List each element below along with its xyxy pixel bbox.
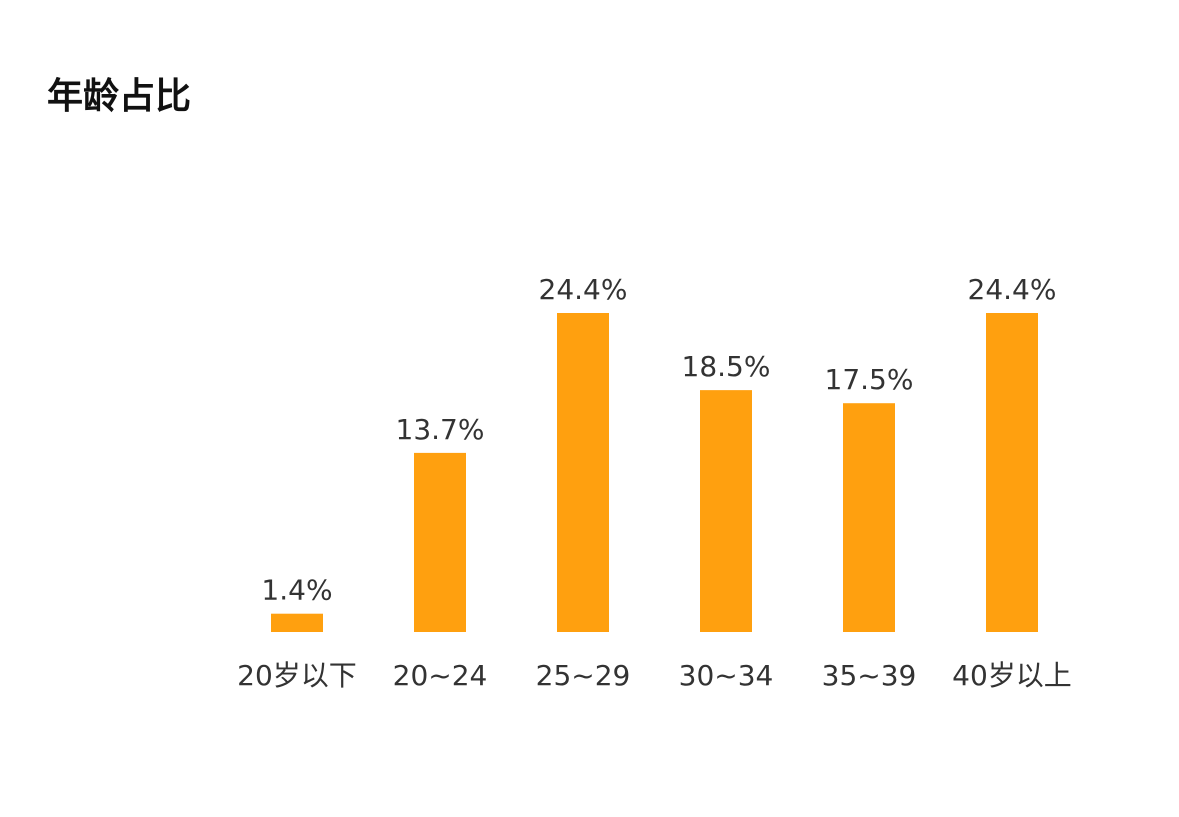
value-label: 24.4% xyxy=(539,273,628,306)
x-tick-label: 35~39 xyxy=(822,659,917,692)
bar xyxy=(414,452,466,632)
value-label: 13.7% xyxy=(396,413,485,446)
x-tick-label: 20岁以下 xyxy=(237,659,357,692)
bar xyxy=(843,403,895,632)
chart-title: 年龄占比 xyxy=(47,76,191,117)
bar xyxy=(557,313,609,632)
x-tick-label: 20~24 xyxy=(393,659,488,692)
x-tick-label: 40岁以上 xyxy=(952,659,1072,692)
value-label: 1.4% xyxy=(261,574,332,607)
x-tick-label: 25~29 xyxy=(536,659,631,692)
value-label: 18.5% xyxy=(682,350,771,383)
bar xyxy=(271,613,323,632)
bar xyxy=(700,390,752,632)
value-label: 17.5% xyxy=(825,363,914,396)
bar xyxy=(986,313,1038,632)
value-label: 24.4% xyxy=(968,273,1057,306)
x-tick-label: 30~34 xyxy=(679,659,774,692)
